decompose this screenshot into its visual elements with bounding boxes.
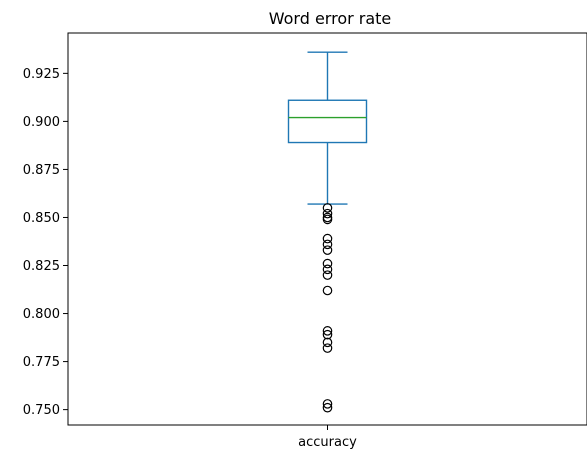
outlier-point <box>322 214 333 225</box>
outlier-point <box>322 239 333 250</box>
y-tick-label: 0.775 <box>23 355 60 370</box>
x-tick-label: accuracy <box>298 435 357 450</box>
outlier-point <box>322 399 333 409</box>
y-tick-label: 0.850 <box>23 211 60 226</box>
outlier-point <box>322 203 333 213</box>
x-axis-ticks: accuracy <box>298 425 357 450</box>
outlier-point <box>322 285 333 296</box>
y-tick-label: 0.900 <box>23 115 60 130</box>
outlier-point <box>322 233 333 244</box>
y-tick-label: 0.750 <box>23 403 60 418</box>
box-series <box>287 51 368 413</box>
outlier-point <box>322 326 333 336</box>
y-tick-label: 0.800 <box>23 307 60 322</box>
outlier-point <box>322 329 333 340</box>
outlier-point <box>322 245 333 255</box>
y-axis-ticks: 0.750 0.775 0.800 0.825 0.850 0.875 0.900 0.925 <box>23 67 68 418</box>
outlier-point <box>322 402 333 413</box>
outlier-point <box>322 337 333 348</box>
y-tick-label: 0.925 <box>23 67 60 82</box>
outlier-point <box>322 258 333 269</box>
outlier-point <box>322 264 333 275</box>
outlier-point <box>322 343 333 353</box>
outlier-point <box>322 208 333 219</box>
chart-title: Word error rate <box>269 9 392 28</box>
outlier-point <box>322 270 333 280</box>
y-tick-label: 0.875 <box>23 163 60 178</box>
iqr-box <box>287 99 368 144</box>
y-tick-label: 0.825 <box>23 259 60 274</box>
